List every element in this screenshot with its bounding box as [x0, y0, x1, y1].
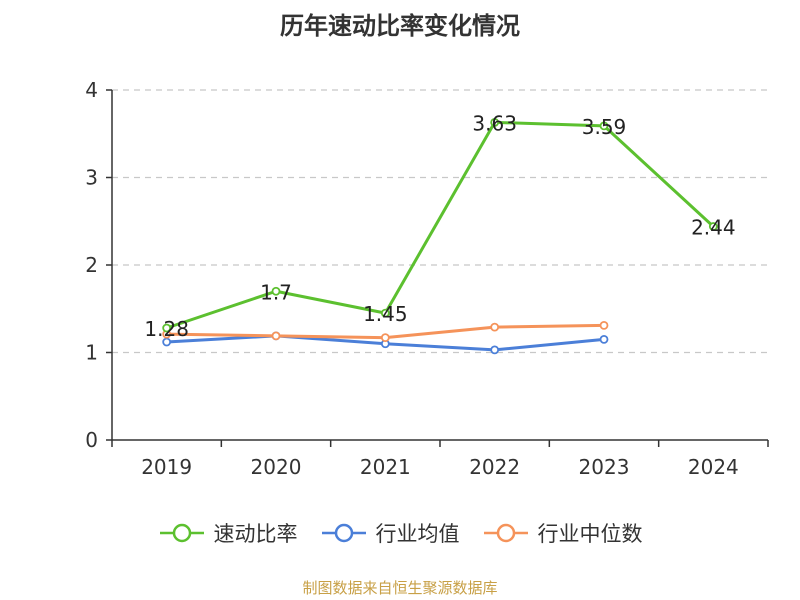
legend-line-icon: [321, 523, 366, 543]
x-tick-label: 2020: [251, 455, 302, 479]
x-tick-label: 2022: [469, 455, 520, 479]
data-point: [380, 308, 390, 318]
data-point: [599, 121, 609, 131]
legend-line-icon: [483, 523, 528, 543]
x-tick-label: 2023: [579, 455, 630, 479]
data-point: [271, 286, 281, 296]
x-tick-label: 2019: [141, 455, 192, 479]
data-label: 3.59: [582, 115, 627, 139]
data-point: [490, 322, 500, 332]
legend-label: 速动比率: [213, 522, 298, 546]
series-line: [166, 120, 715, 330]
data-point: [599, 320, 609, 330]
legend-item[interactable]: 行业均值: [320, 518, 460, 548]
data-point: [599, 334, 609, 344]
data-label: 1.45: [363, 302, 408, 326]
y-tick-label: 2: [85, 253, 98, 277]
x-tick-label: 2021: [360, 455, 411, 479]
data-point: [162, 323, 172, 333]
legend-label: 行业中位数: [537, 522, 643, 546]
legend: 速动比率 行业均值 行业中位数: [0, 518, 800, 548]
data-label: 1.28: [144, 317, 189, 341]
data-point: [490, 345, 500, 355]
source-note: 制图数据来自恒生聚源数据库: [302, 579, 498, 597]
data-point: [708, 222, 718, 231]
y-tick-label: 3: [85, 166, 98, 190]
y-tick-label: 0: [85, 428, 98, 452]
legend-line-icon: [159, 523, 204, 543]
data-point: [380, 333, 390, 343]
legend-label: 行业均值: [375, 522, 460, 546]
y-tick-label: 1: [85, 341, 98, 365]
data-point: [490, 117, 500, 127]
chart-title: 历年速动比率变化情况: [280, 12, 520, 40]
data-point: [271, 331, 281, 341]
legend-item[interactable]: 行业中位数: [482, 518, 643, 548]
data-label: 1.7: [260, 280, 292, 304]
data-label: 3.63: [472, 111, 517, 135]
y-tick-label: 4: [85, 78, 98, 102]
x-tick-label: 2024: [688, 455, 739, 479]
legend-item[interactable]: 速动比率: [158, 518, 298, 548]
data-label: 2.44: [691, 216, 736, 240]
